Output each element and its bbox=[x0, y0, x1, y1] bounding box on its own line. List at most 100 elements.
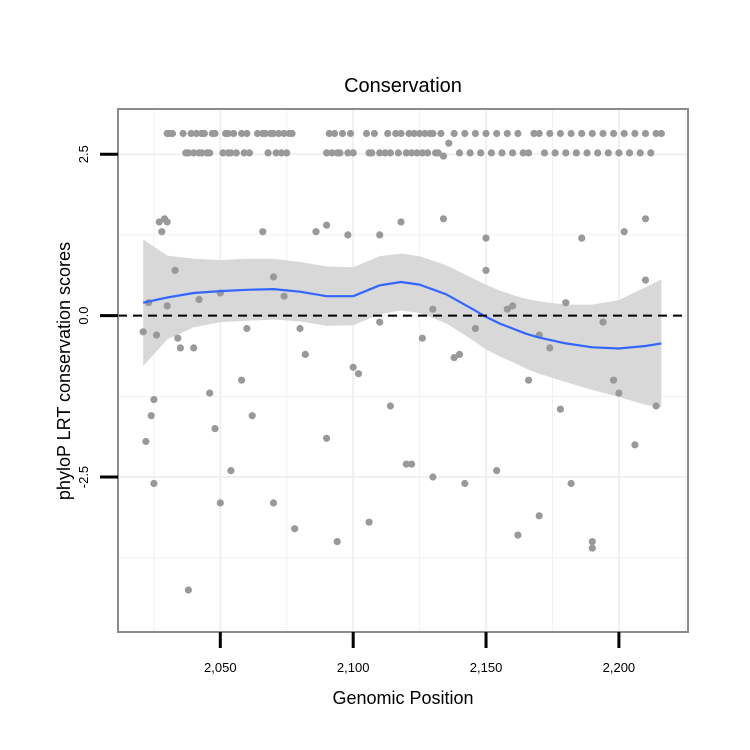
data-point bbox=[599, 129, 607, 138]
data-point bbox=[150, 396, 158, 404]
data-point bbox=[238, 376, 246, 384]
data-point bbox=[163, 302, 171, 310]
data-point bbox=[376, 149, 384, 157]
data-point bbox=[466, 149, 474, 157]
data-point bbox=[636, 149, 644, 157]
smooth-line bbox=[142, 280, 662, 350]
data-point bbox=[434, 149, 442, 157]
data-point bbox=[421, 129, 429, 138]
data-point bbox=[184, 149, 192, 157]
data-point bbox=[190, 149, 198, 157]
data-point bbox=[416, 129, 424, 138]
data-point bbox=[168, 129, 177, 138]
data-point bbox=[376, 318, 384, 326]
data-point bbox=[376, 231, 384, 239]
data-point bbox=[216, 499, 224, 507]
data-point bbox=[498, 149, 506, 157]
data-point bbox=[418, 149, 426, 157]
data-point bbox=[394, 149, 402, 157]
data-point bbox=[269, 129, 278, 138]
smooth-line-group bbox=[142, 280, 662, 350]
data-point bbox=[323, 149, 331, 157]
data-point bbox=[461, 129, 469, 138]
data-point bbox=[455, 350, 464, 358]
data-point bbox=[176, 344, 184, 352]
x-axis: 2,050 2,100 2,150 2,200 bbox=[204, 632, 635, 675]
data-point bbox=[418, 334, 426, 342]
data-point bbox=[413, 149, 421, 157]
data-point bbox=[346, 129, 355, 138]
data-point bbox=[192, 129, 200, 138]
data-point bbox=[588, 538, 596, 546]
data-point bbox=[410, 129, 418, 138]
data-point bbox=[227, 149, 235, 157]
data-point bbox=[253, 129, 262, 138]
data-point bbox=[514, 129, 522, 138]
data-point bbox=[546, 129, 554, 138]
x-tick-label: 2,100 bbox=[337, 660, 370, 675]
data-point bbox=[615, 149, 623, 157]
data-point bbox=[599, 318, 607, 326]
data-point bbox=[397, 218, 405, 226]
data-point bbox=[272, 149, 280, 157]
data-point bbox=[546, 344, 554, 352]
data-point bbox=[331, 129, 339, 138]
data-point bbox=[386, 149, 394, 157]
data-point bbox=[535, 512, 543, 520]
data-point bbox=[312, 228, 320, 236]
data-point bbox=[158, 228, 166, 236]
data-point bbox=[439, 215, 448, 223]
data-point bbox=[525, 149, 533, 157]
data-point bbox=[562, 149, 570, 157]
data-point bbox=[261, 129, 270, 138]
data-point bbox=[139, 328, 147, 336]
data-point bbox=[275, 129, 283, 138]
data-point bbox=[540, 149, 549, 157]
data-point bbox=[259, 228, 267, 236]
data-point bbox=[243, 324, 251, 333]
data-point bbox=[328, 149, 336, 157]
data-point bbox=[429, 129, 437, 138]
data-point bbox=[230, 129, 238, 138]
data-point bbox=[155, 218, 163, 226]
x-tick-label: 2,150 bbox=[470, 660, 503, 675]
data-point bbox=[171, 266, 179, 274]
data-point bbox=[397, 129, 405, 138]
data-point bbox=[179, 129, 187, 138]
data-point bbox=[450, 129, 458, 138]
data-point bbox=[450, 354, 458, 362]
data-point bbox=[402, 460, 410, 468]
data-point bbox=[291, 525, 299, 533]
data-point bbox=[631, 441, 639, 449]
y-tick-label: 0.0 bbox=[76, 307, 91, 325]
data-point bbox=[437, 129, 445, 138]
data-point bbox=[477, 149, 485, 157]
data-point bbox=[615, 389, 623, 397]
data-point bbox=[301, 350, 309, 358]
data-point bbox=[424, 149, 432, 157]
data-point bbox=[325, 129, 333, 138]
data-point bbox=[296, 324, 304, 333]
data-point bbox=[594, 149, 602, 157]
data-point bbox=[323, 221, 331, 229]
data-point bbox=[578, 234, 586, 242]
data-point bbox=[190, 344, 198, 352]
data-point bbox=[384, 129, 392, 138]
data-point bbox=[232, 149, 240, 157]
data-point bbox=[200, 129, 208, 138]
data-point bbox=[493, 467, 501, 475]
data-point bbox=[657, 129, 666, 138]
data-point bbox=[535, 129, 543, 138]
data-point bbox=[620, 228, 628, 236]
data-point bbox=[280, 129, 288, 138]
x-tick-label: 2,050 bbox=[204, 660, 237, 675]
data-point bbox=[604, 149, 612, 157]
data-point bbox=[408, 460, 416, 468]
data-point bbox=[641, 129, 650, 138]
panel-border bbox=[117, 108, 689, 633]
data-point bbox=[198, 149, 206, 157]
data-point bbox=[567, 129, 575, 138]
data-point bbox=[370, 129, 378, 138]
data-point bbox=[471, 129, 479, 138]
data-point bbox=[525, 376, 533, 384]
